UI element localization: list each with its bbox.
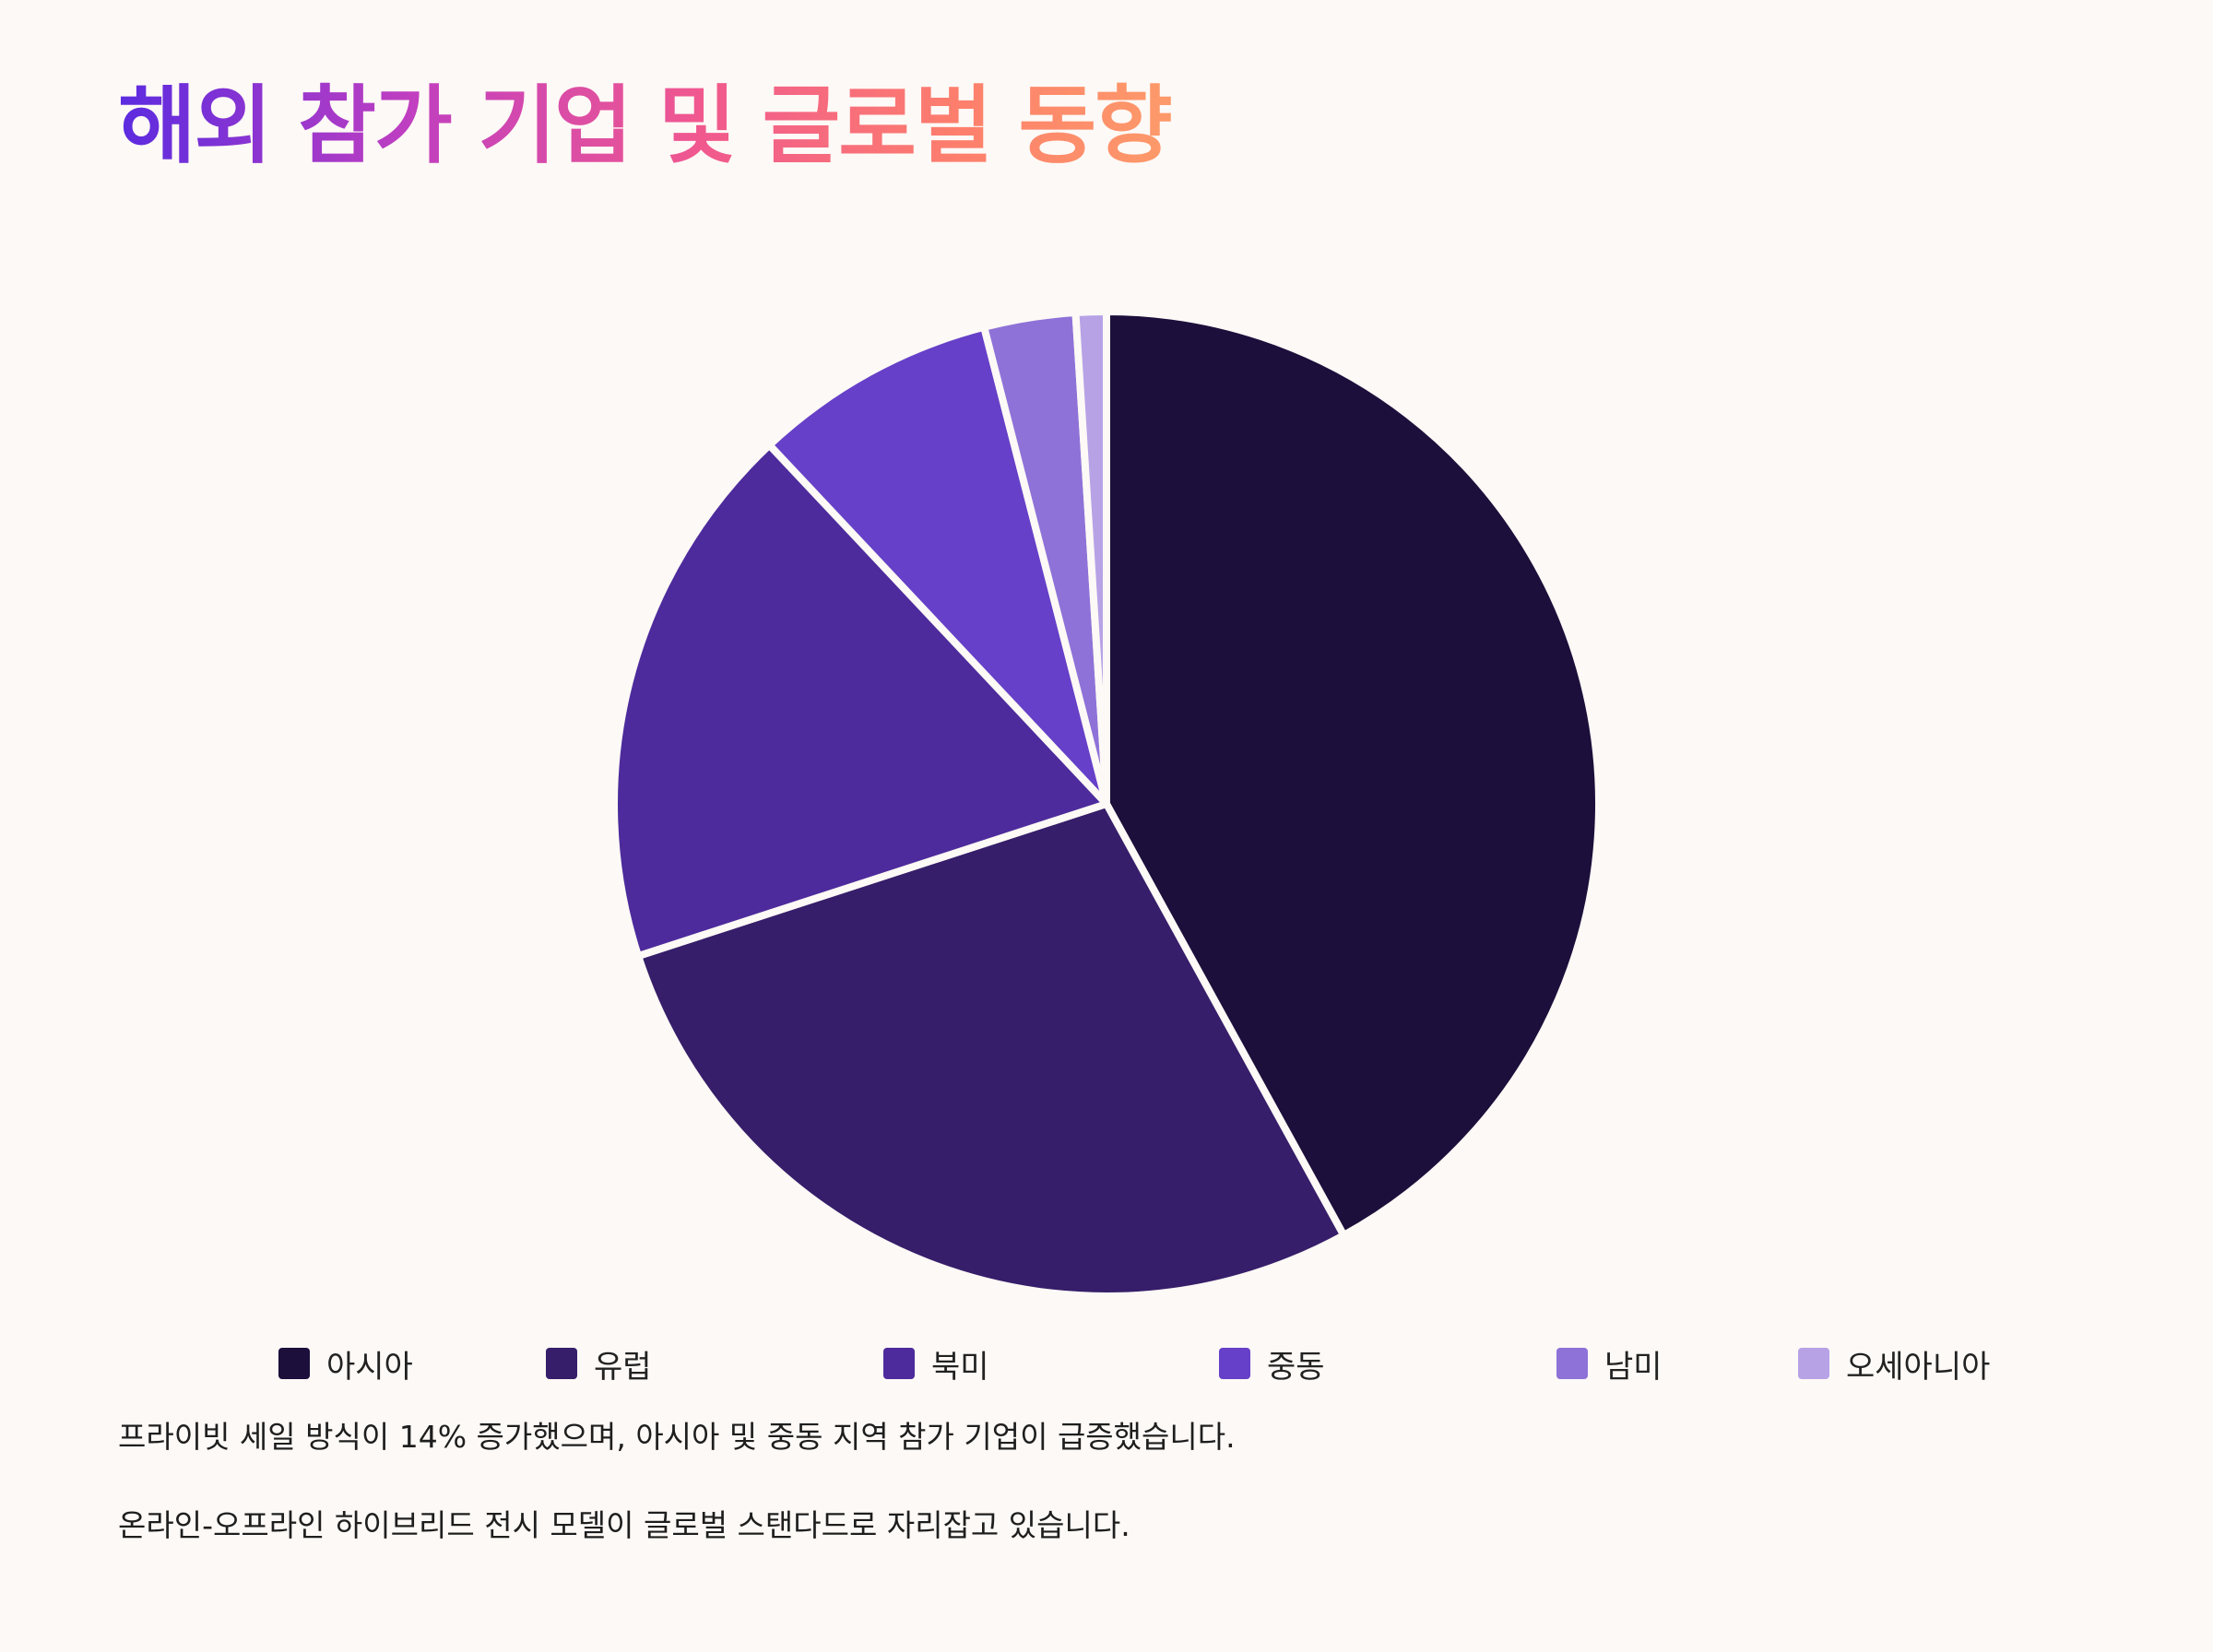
- pie-slice-north-america: [610, 441, 1110, 961]
- insight-note: 온라인-오프라인 하이브리드 전시 모델이 글로벌 스탠다드로 자리잡고 있습니…: [118, 1507, 1130, 1543]
- page-title: 해외 참가 기업 및 글로벌 동향: [118, 76, 1173, 177]
- legend-swatch-south-america: [1556, 1348, 1588, 1379]
- legend-item-asia: 아시아: [278, 1340, 413, 1386]
- legend-item-oceania: 오세아니아: [1798, 1340, 1990, 1386]
- legend-label-asia: 아시아: [326, 1348, 413, 1386]
- insight-notes: 프라이빗 세일 방식이 14% 증가했으며, 아시아 및 중동 지역 참가 기업…: [118, 1416, 2147, 1547]
- pie-slice-asia: [1103, 308, 1604, 1239]
- legend-label-oceania: 오세아니아: [1846, 1348, 1991, 1386]
- chart-legend: 아시아 유럽 북미 중동 남미 오세아니아: [0, 1340, 2213, 1386]
- legend-swatch-europe: [546, 1348, 577, 1379]
- pie-slice-oceania: [1071, 307, 1110, 808]
- insight-note: 프라이빗 세일 방식이 14% 증가했으며, 아시아 및 중동 지역 참가 기업…: [118, 1419, 1236, 1455]
- legend-swatch-north-america: [883, 1348, 915, 1379]
- legend-swatch-asia: [278, 1348, 310, 1379]
- pie-slices: [610, 307, 1604, 1301]
- legend-label-middle-east: 중동: [1267, 1348, 1325, 1386]
- legend-item-north-america: 북미: [883, 1340, 989, 1386]
- pie-slice-middle-east: [765, 323, 1110, 808]
- legend-label-south-america: 남미: [1604, 1348, 1663, 1386]
- legend-item-south-america: 남미: [1556, 1340, 1663, 1386]
- pie-slice-europe: [634, 800, 1348, 1301]
- legend-item-middle-east: 중동: [1219, 1340, 1325, 1386]
- legend-label-europe: 유럽: [594, 1348, 652, 1386]
- legend-label-north-america: 북미: [931, 1348, 989, 1386]
- legend-swatch-middle-east: [1219, 1348, 1250, 1379]
- legend-swatch-oceania: [1798, 1348, 1829, 1379]
- legend-item-europe: 유럽: [546, 1340, 652, 1386]
